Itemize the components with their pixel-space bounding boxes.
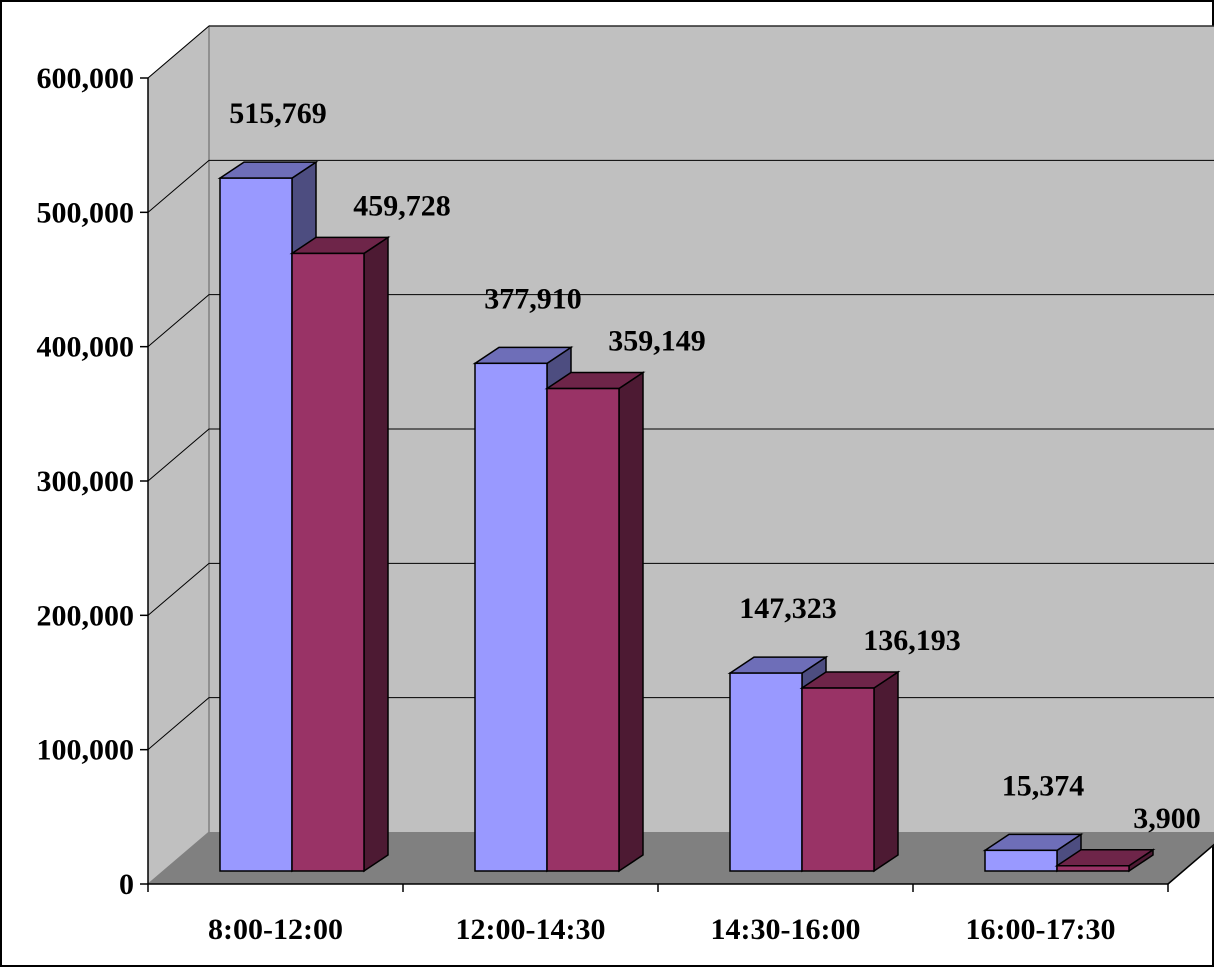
bar	[1056, 865, 1130, 872]
data-label: 147,323	[739, 592, 837, 625]
y-tick-label: 500,000	[37, 196, 135, 229]
bar-side	[873, 670, 899, 873]
gridline	[147, 159, 1214, 213]
y-tick-label: 600,000	[37, 62, 135, 95]
bar-side	[363, 236, 389, 873]
gridline	[147, 25, 1214, 79]
data-label: 459,728	[353, 189, 451, 222]
gridline	[147, 294, 1214, 348]
floor-edge	[1167, 843, 1214, 885]
data-label: 377,910	[484, 282, 582, 315]
bar	[801, 687, 875, 872]
x-tick-label: 16:00-17:30	[966, 913, 1116, 946]
gridline	[147, 562, 1214, 616]
data-label: 136,193	[863, 624, 961, 657]
y-tick-label: 0	[119, 868, 134, 901]
bar	[474, 362, 548, 872]
bar	[729, 672, 803, 872]
y-tick-label: 200,000	[37, 599, 135, 632]
y-tick-label: 400,000	[37, 331, 135, 364]
y-tick-label: 300,000	[37, 465, 135, 498]
floor	[148, 832, 1214, 884]
data-label: 359,149	[608, 325, 706, 358]
bar	[984, 849, 1058, 872]
y-tick-label: 100,000	[37, 734, 135, 767]
data-label: 3,900	[1133, 802, 1201, 835]
x-tick-label: 8:00-12:00	[208, 913, 343, 946]
data-label: 515,769	[229, 97, 327, 130]
bar	[546, 387, 620, 872]
bar	[291, 252, 365, 872]
data-label: 15,374	[1002, 769, 1085, 802]
bar-side	[618, 371, 644, 873]
bar	[219, 177, 293, 872]
x-tick-label: 14:30-16:00	[711, 913, 861, 946]
x-tick-label: 12:00-14:30	[456, 913, 606, 946]
gridline	[147, 428, 1214, 482]
